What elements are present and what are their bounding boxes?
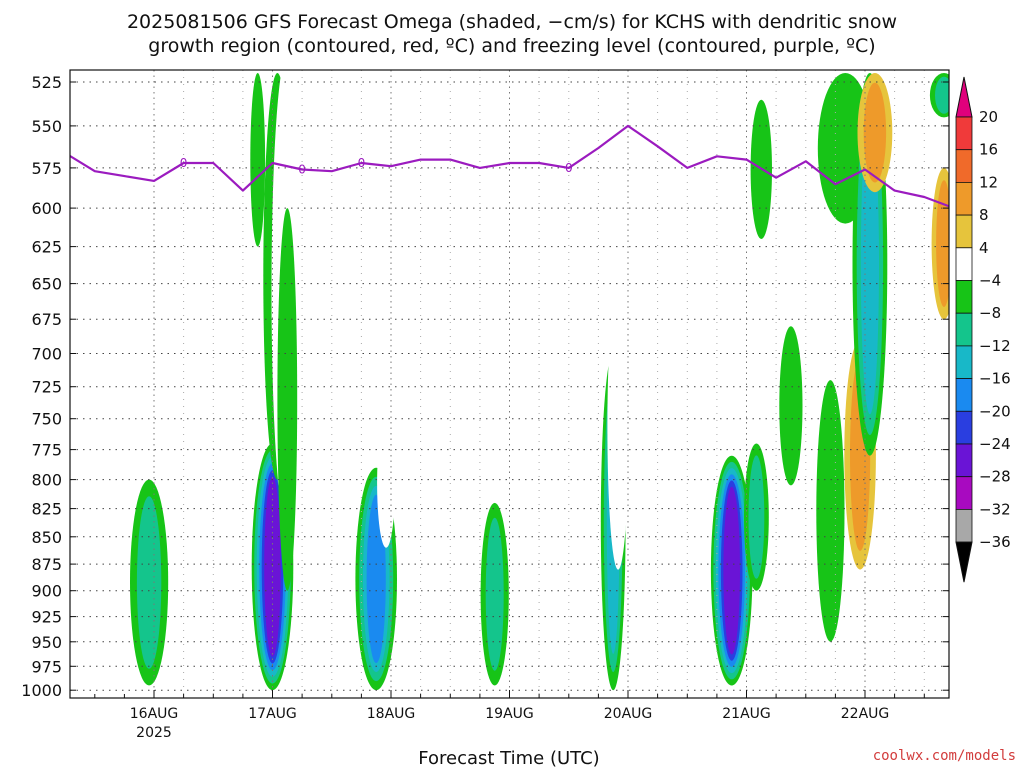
y-tick-label: 775 [31,441,62,460]
x-tick-label: 17AUG [248,706,297,722]
colorbar-swatch [955,378,973,412]
x-tick-label: 21AUG [722,706,771,722]
freezing-level-line [70,124,949,208]
omega-shade [142,353,176,480]
y-tick-label: 850 [31,528,62,547]
freezing-level-label: 0 [180,156,188,170]
colorbar-swatch [955,214,973,249]
omega-shading-layer [130,70,949,691]
omega-shade [607,283,629,570]
colorbar-tick-label: −24 [979,435,1011,453]
colorbar-swatch [955,443,973,478]
colorbar-bottom-arrow [955,541,973,583]
y-tick-label: 900 [31,582,62,601]
grid-layer [70,70,949,698]
omega-shade [264,476,281,657]
colorbar-tick-label: −8 [979,304,1001,322]
colorbar: 20 16 12 8 4 −4 −8 −12 −16 −20 −24 −28 −32 −36 [955,76,1011,583]
y-axis: 525 550 575 600 625 650 675 700 725 750 775 800 825 8… [21,73,949,700]
colorbar-swatch [955,476,973,510]
y-tick-label: 975 [31,657,62,676]
x-tick-label: 16AUG [130,706,179,722]
x-axis: 16AUG 2025 17AUG 18AUG 19AUG 20AUG 21AUG 22AUG [94,690,925,741]
omega-shade [748,455,765,579]
omega-shade [935,76,949,114]
omega-shade [493,353,516,492]
y-tick-label: 525 [31,73,62,92]
freezing-level-label: 0 [358,156,366,170]
y-tick-label: 625 [31,238,62,257]
y-tick-label: 600 [31,199,62,218]
colorbar-swatch [955,149,973,183]
colorbar-swatch [955,280,973,314]
colorbar-tick-label: −16 [979,370,1011,388]
omega-shade [816,380,845,642]
y-tick-label: 650 [31,275,62,294]
y-tick-label: 700 [31,345,62,364]
x-axis-title: Forecast Time (UTC) [418,748,599,768]
y-tick-label: 575 [31,159,62,178]
colorbar-swatch [955,345,973,379]
x-tick-sublabel: 2025 [136,725,172,741]
y-tick-label: 725 [31,378,62,397]
colorbar-swatch [955,312,973,347]
x-tick-label: 20AUG [604,706,653,722]
omega-shade [723,486,740,655]
y-tick-label: 675 [31,310,62,329]
freezing-level-label: 0 [565,161,573,175]
colorbar-tick-label: 8 [979,206,989,224]
y-tick-label: 1000 [21,681,62,700]
colorbar-tick-label: −36 [979,533,1011,551]
colorbar-swatch [955,181,973,216]
colorbar-tick-label: 12 [979,173,998,191]
colorbar-tick-label: 20 [979,108,998,126]
colorbar-top-arrow [955,76,973,118]
omega-shade [366,494,386,664]
credit-text: coolwx.com/models [873,748,1016,764]
omega-shade [854,656,876,676]
x-tick-label: 22AUG [841,706,890,722]
omega-shade [620,467,646,532]
y-tick-label: 750 [31,410,62,429]
y-tick-label: 800 [31,471,62,490]
chart-title-line-1: 2025081506 GFS Forecast Omega (shaded, −… [127,11,897,33]
y-tick-label: 925 [31,608,62,627]
colorbar-swatch [955,116,973,151]
omega-shade [779,326,803,486]
omega-shade [936,180,949,307]
colorbar-tick-label: −20 [979,402,1011,420]
colorbar-tick-label: 16 [979,141,998,159]
colorbar-tick-label: −32 [979,500,1011,518]
y-tick-label: 825 [31,500,62,519]
colorbar-swatch [955,508,973,543]
freezing-level-layer: 0 0 0 0 [70,124,949,208]
y-tick-label: 950 [31,633,62,652]
omega-shade [250,73,266,247]
chart-title-line-2: growth region (contoured, red, ºC) and f… [148,35,875,57]
colorbar-swatch [955,410,973,445]
omega-shade [136,496,162,669]
colorbar-swatch [955,247,973,281]
x-tick-label: 19AUG [485,706,534,722]
omega-shade [721,246,743,444]
freezing-level-label: 0 [298,163,306,177]
y-tick-label: 550 [31,117,62,136]
omega-shade [277,208,298,591]
colorbar-tick-label: 4 [979,239,989,257]
omega-shade [377,418,396,548]
colorbar-tick-label: −4 [979,272,1001,290]
colorbar-tick-label: −28 [979,468,1011,486]
y-tick-label: 875 [31,555,62,574]
x-tick-label: 18AUG [367,706,416,722]
omega-shade [863,82,887,183]
omega-shade [485,517,504,671]
colorbar-tick-label: −12 [979,337,1011,355]
